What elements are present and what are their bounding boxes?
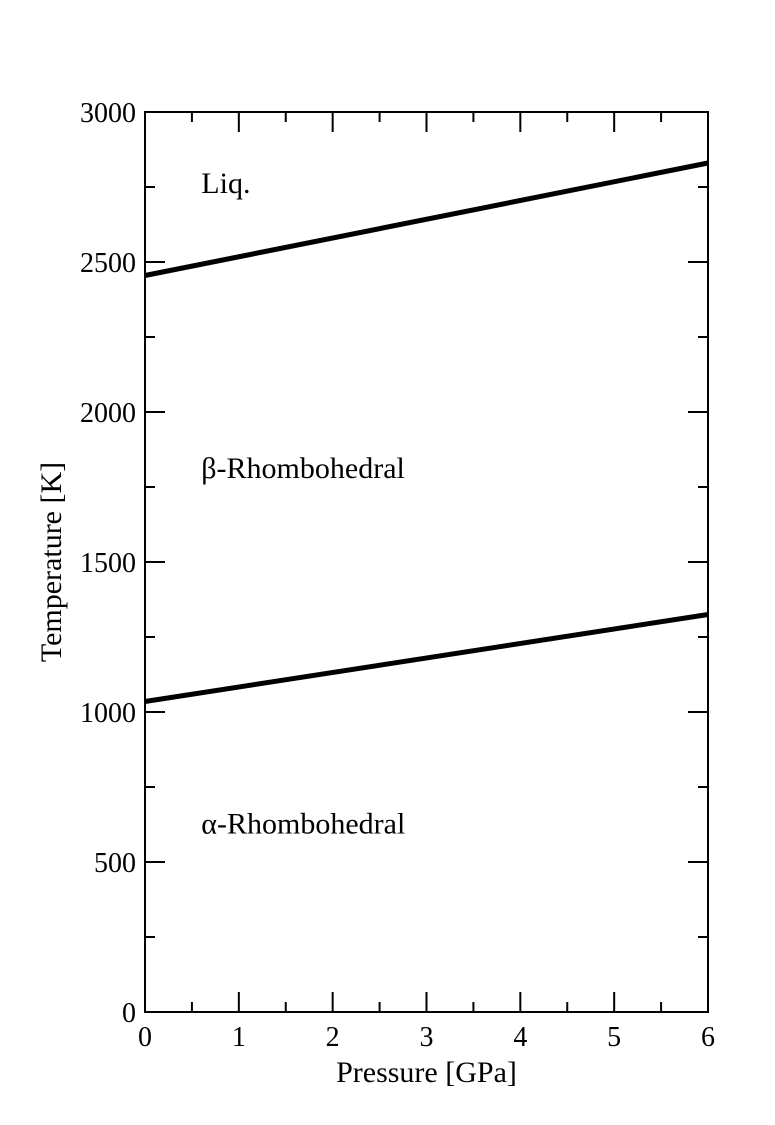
phase-boundary-line-1 — [144, 160, 709, 278]
y-tick-label: 2500 — [80, 248, 136, 279]
y-axis-label: Temperature [K] — [35, 462, 68, 662]
phase-boundary-line-2 — [144, 612, 709, 704]
plot-frame — [144, 111, 709, 1013]
phase-boundaries — [144, 160, 709, 704]
x-tick-label: 6 — [701, 1022, 715, 1053]
y-tick-label: 2000 — [80, 398, 136, 429]
y-tick-label: 0 — [122, 998, 136, 1029]
x-axis-label: Pressure [GPa] — [336, 1056, 517, 1089]
x-tick-label: 0 — [138, 1022, 152, 1053]
y-tick-label: 1500 — [80, 548, 136, 579]
tick-labels: 0 1 2 3 4 5 6 0 500 1000 1500 2000 2500 3000 — [80, 98, 715, 1053]
x-tick-label: 1 — [232, 1022, 246, 1053]
x-tick-label: 5 — [607, 1022, 621, 1053]
phase-region-label: β-Rhombohedral — [201, 452, 405, 485]
y-tick-label: 3000 — [80, 98, 136, 129]
x-tick-label: 4 — [513, 1022, 527, 1053]
y-tick-label: 500 — [94, 848, 136, 879]
phase-region-labels: Liq. β-Rhombohedral α-Rhombohedral — [201, 167, 405, 841]
x-tick-label: 2 — [326, 1022, 340, 1053]
y-tick-label: 1000 — [80, 698, 136, 729]
x-tick-label: 3 — [420, 1022, 434, 1053]
phase-region-label: α-Rhombohedral — [201, 808, 405, 841]
axis-ticks — [144, 111, 709, 1013]
phase-region-label: Liq. — [201, 167, 250, 200]
